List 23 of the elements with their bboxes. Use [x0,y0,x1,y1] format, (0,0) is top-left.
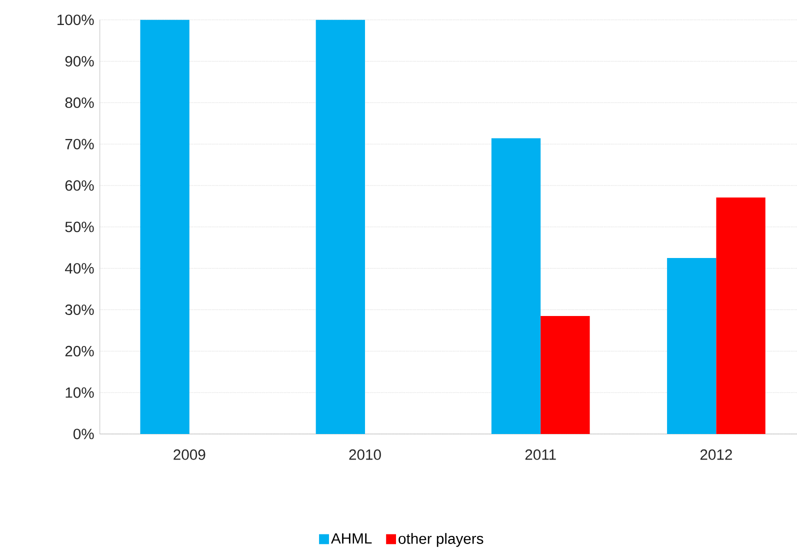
bar [540,316,590,434]
y-tick-label: 0% [73,428,94,440]
x-tick-label: 2012 [700,449,732,460]
bar [491,138,541,434]
y-tick-label: 90% [65,56,94,66]
bar [716,197,766,434]
y-tick-label: 60% [65,180,94,191]
legend-label: AHML [330,533,372,544]
y-tick-label: 100% [58,14,94,26]
y-tick-label: 20% [65,346,94,356]
legend-label: other players [398,532,484,547]
bar [316,20,366,434]
y-tick-label: 70% [65,138,94,150]
y-tick-label: 30% [65,304,94,315]
y-tick-label: 80% [65,97,94,108]
bar [140,20,190,434]
y-tick-label: 50% [65,222,94,232]
y-tick-label: 10% [66,387,94,398]
bar [667,258,716,434]
y-tick-label: 40% [65,263,94,274]
x-tick-label: 2009 [174,449,206,460]
x-tick-label: 2011 [525,449,556,460]
x-tick-label: 2010 [349,449,381,460]
